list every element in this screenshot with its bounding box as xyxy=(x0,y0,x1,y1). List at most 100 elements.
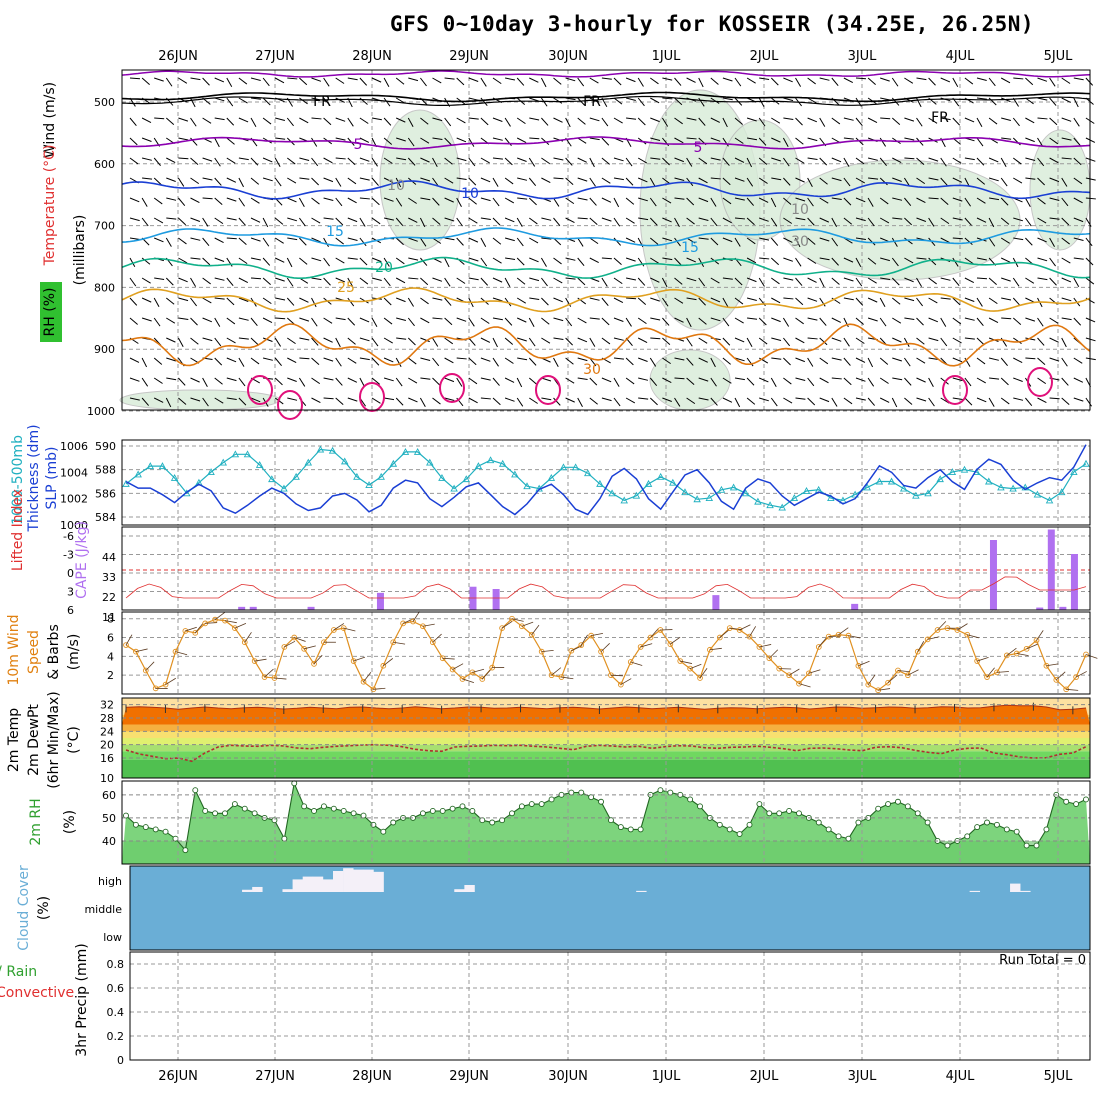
wind-barb xyxy=(395,217,404,226)
wind-barb xyxy=(662,377,672,384)
cloud-high-bar xyxy=(252,886,263,892)
wind-barb xyxy=(250,237,261,242)
wind-barb xyxy=(505,77,516,81)
wind-barb xyxy=(670,636,681,645)
wind-barb xyxy=(916,177,926,185)
wind-barb xyxy=(541,297,549,306)
wind-barb xyxy=(674,177,685,181)
wind-barb xyxy=(1049,137,1059,145)
wind-barb xyxy=(383,357,394,363)
rh-tick: 40 xyxy=(102,835,116,848)
wind-barb xyxy=(480,177,491,183)
wind-speed-point xyxy=(291,634,298,641)
wind-barb xyxy=(577,357,588,362)
wind-barb xyxy=(589,197,597,206)
wind-barb xyxy=(480,117,489,126)
wind-barb xyxy=(928,157,939,162)
rh-point xyxy=(380,828,387,835)
temp-band xyxy=(122,724,1090,732)
thickness-point xyxy=(1009,484,1017,492)
rh-point xyxy=(667,789,674,796)
wind-barb xyxy=(952,357,963,363)
wind-barb xyxy=(1037,357,1046,365)
wind-barb xyxy=(1013,397,1024,401)
cape-tick: 44 xyxy=(102,551,116,564)
wind-barb xyxy=(371,277,382,281)
wind-barb xyxy=(613,157,624,162)
wind-barb xyxy=(1001,317,1012,320)
wind-barb xyxy=(311,337,319,346)
wind-barb xyxy=(613,337,624,341)
wind-barb xyxy=(373,687,386,690)
wind-barb xyxy=(541,337,551,344)
wind-speed-point xyxy=(1083,651,1089,658)
cloud-high-bar xyxy=(454,889,465,892)
rh-point xyxy=(984,819,990,826)
wind-barb xyxy=(274,157,281,167)
wind-barb xyxy=(879,217,890,224)
wind-barb xyxy=(831,397,838,407)
wind-barb xyxy=(383,297,392,306)
wind-barb xyxy=(383,377,394,382)
thickness-point xyxy=(705,494,714,502)
wind-barb xyxy=(383,257,390,267)
wind-barb xyxy=(1013,377,1023,382)
wind-barb xyxy=(916,397,927,402)
wind-barb xyxy=(541,157,550,165)
wind-barb xyxy=(867,674,876,685)
wind-barb xyxy=(226,97,234,107)
isotherm-35 xyxy=(1027,367,1053,397)
wind-barb xyxy=(129,377,140,382)
cloud-high-bar xyxy=(1010,883,1021,892)
wind-barb xyxy=(517,157,527,162)
wind-speed-point xyxy=(350,658,357,664)
wind-speed-point xyxy=(311,661,317,667)
wind-barb xyxy=(686,377,695,385)
panel-label: Total / Rain xyxy=(0,964,37,980)
wind-barb xyxy=(238,157,249,161)
wind-speed-point xyxy=(806,670,812,677)
wind-barb xyxy=(625,157,633,167)
wind-barb xyxy=(650,257,660,264)
wind-barb xyxy=(353,656,366,662)
wind-barb xyxy=(795,137,804,145)
panel-label: (%) xyxy=(62,810,78,834)
wind-barb xyxy=(383,197,394,202)
wind-barb xyxy=(878,688,891,691)
wind-barb xyxy=(783,97,794,102)
wind-barb xyxy=(141,117,152,124)
wind-barb xyxy=(504,337,514,345)
thickness-point xyxy=(547,474,556,481)
wind-barb xyxy=(699,668,708,679)
thickness-point xyxy=(681,488,689,496)
panel-frame xyxy=(121,526,1091,611)
rh-patch xyxy=(1029,129,1091,251)
wind-barb xyxy=(601,317,610,326)
thickness-point xyxy=(426,458,434,466)
wind-barb xyxy=(1013,357,1023,364)
wind-barb xyxy=(480,97,488,107)
wind-barb xyxy=(662,397,672,402)
wind-barb xyxy=(650,277,660,283)
wind-barb xyxy=(275,277,285,282)
wind-barb xyxy=(1025,317,1036,322)
wind-barb xyxy=(347,397,358,402)
wind-barb xyxy=(1061,77,1071,84)
wind-barb xyxy=(1000,377,1009,386)
precip-tick: 0.2 xyxy=(107,1030,125,1043)
wind-barb xyxy=(795,237,801,248)
wind-barb xyxy=(141,397,149,406)
wind-barb xyxy=(1037,257,1048,262)
wind-barb xyxy=(395,257,405,265)
wind-barb xyxy=(141,217,149,227)
wind-barb xyxy=(335,217,344,226)
wind-barb xyxy=(529,77,539,83)
wind-barb xyxy=(154,117,165,120)
wind-barb xyxy=(516,317,527,323)
wind-speed-point xyxy=(142,667,149,674)
rh-point xyxy=(281,835,288,842)
thickness-line xyxy=(125,448,1087,509)
wind-barb xyxy=(226,217,237,221)
wind-barb xyxy=(553,197,560,207)
rh-point xyxy=(241,805,248,812)
